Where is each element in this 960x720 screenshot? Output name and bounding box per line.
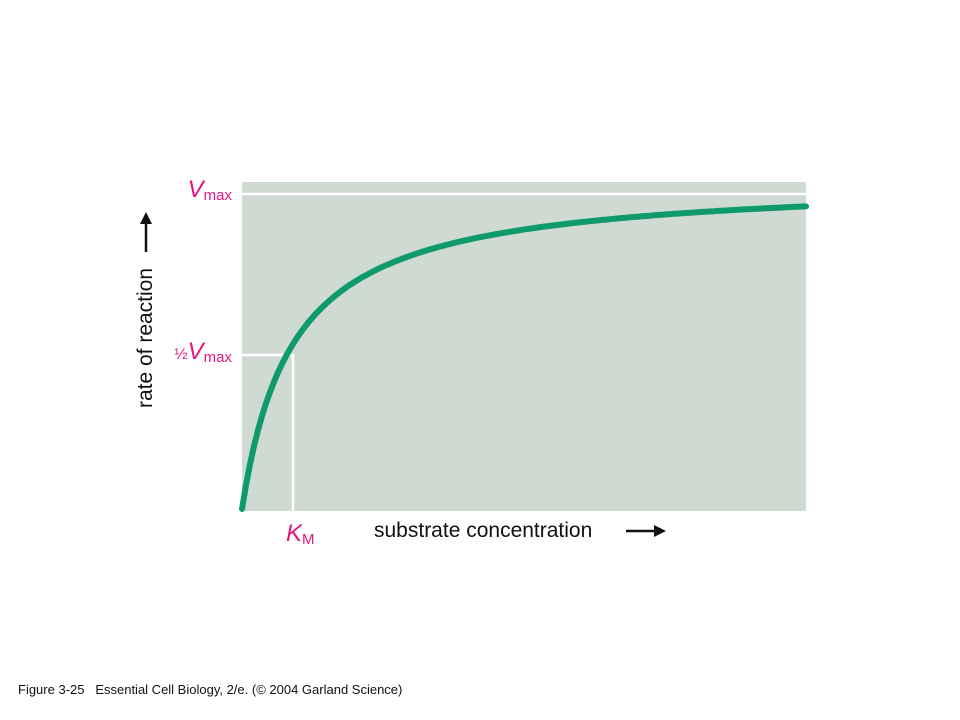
prefix: ½ [174,346,187,363]
half-vmax-label: ½Vmax [174,338,232,366]
subscript: max [204,187,233,204]
vmax-label: Vmax [188,176,233,204]
symbol: K [286,520,303,547]
x-axis-label: substrate concentration [374,519,592,542]
rate-curve [239,203,809,512]
subscript: M [302,531,315,548]
subscript: max [204,349,233,366]
symbol: V [188,176,206,203]
plot-panel [242,182,806,511]
km-label: KM [286,520,315,548]
symbol: V [188,338,206,365]
caption: Figure 3-25 Essential Cell Biology, 2/e.… [18,682,402,697]
y-arrow [140,212,152,252]
x-arrow [626,525,666,537]
y-axis-label: rate of reaction [134,268,157,408]
km-guide [242,353,295,511]
